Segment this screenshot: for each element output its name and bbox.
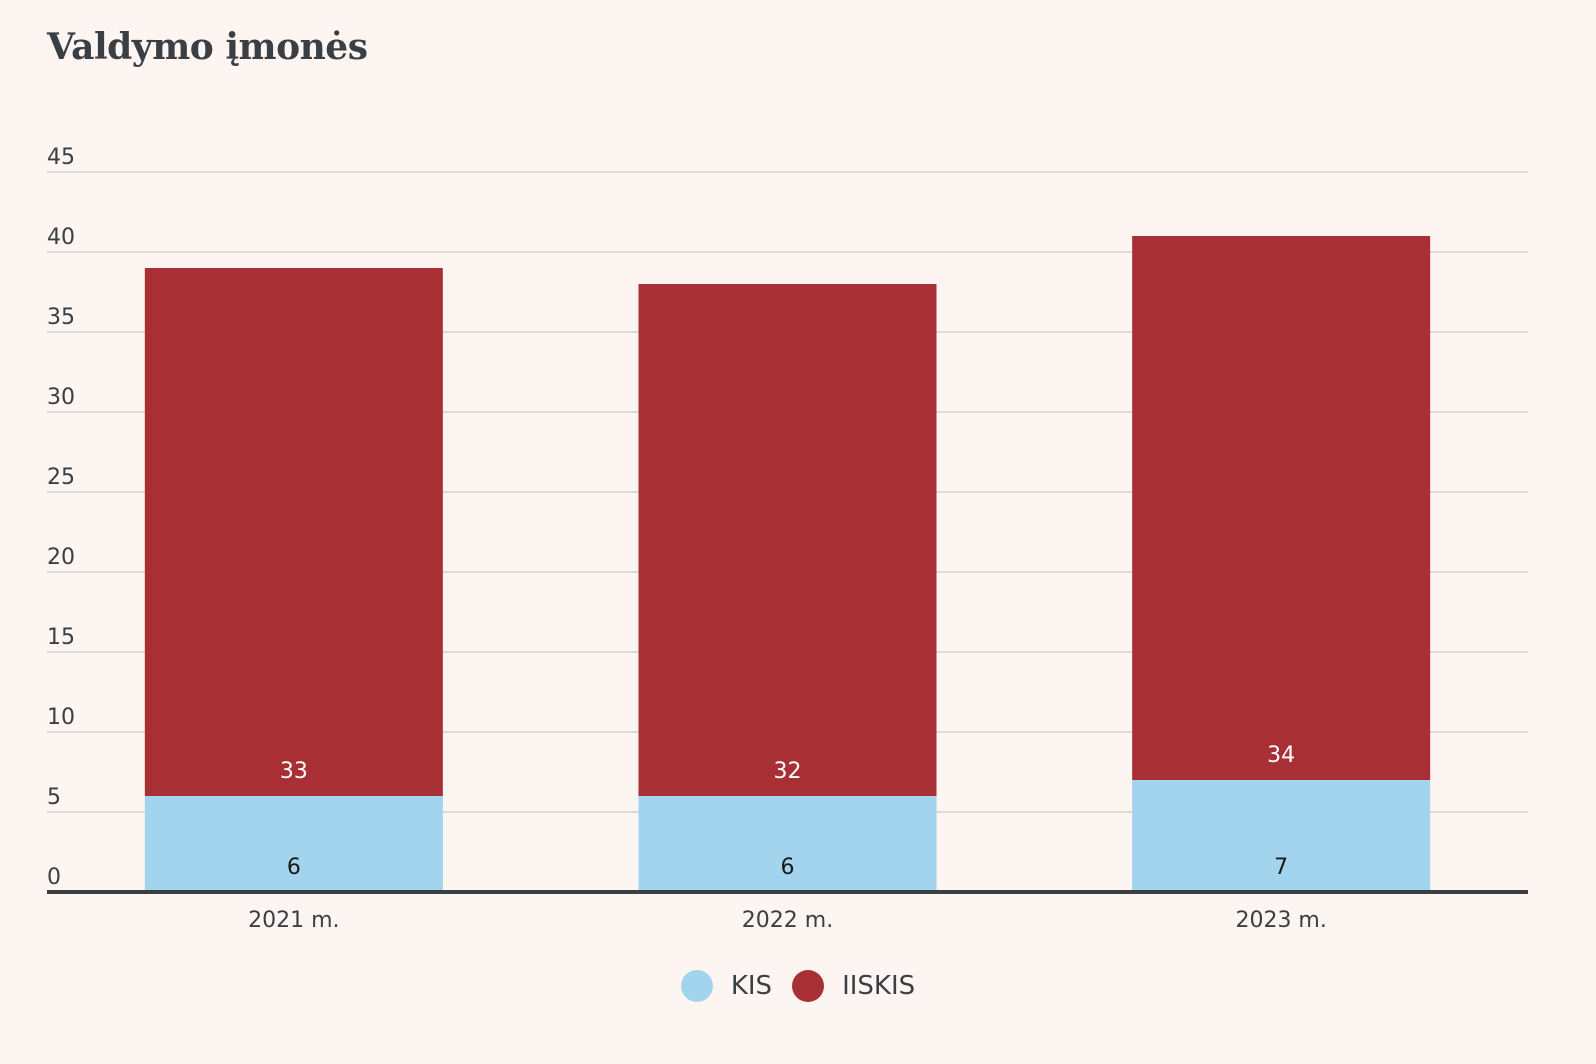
bar-kis-3	[1132, 780, 1431, 892]
data-label-iiskis: 32	[774, 759, 802, 784]
data-label-iiskis: 34	[1267, 743, 1295, 768]
y-tick-label: 0	[47, 865, 61, 890]
chart-legend: KIS IISKIS	[0, 970, 1596, 1002]
y-tick-label: 30	[47, 385, 75, 410]
y-tick-label: 5	[47, 785, 61, 810]
x-tick-label: 2023 m.	[1235, 908, 1326, 933]
legend-label-iiskis: IISKIS	[842, 971, 916, 1001]
legend-swatch-iiskis	[792, 970, 825, 1002]
legend-item-iiskis[interactable]: IISKIS	[792, 970, 915, 1002]
data-label-kis: 7	[1274, 855, 1288, 880]
legend-label-kis: KIS	[730, 971, 773, 1001]
x-tick-label: 2022 m.	[742, 908, 833, 933]
bar-kis-2	[638, 796, 937, 892]
chart-title: Valdymo įmonės	[47, 26, 368, 68]
data-label-iiskis: 33	[280, 759, 308, 784]
legend-swatch-kis	[680, 970, 713, 1002]
y-tick-label: 40	[47, 225, 75, 250]
bar-iiskis-3	[1132, 236, 1431, 780]
bar-iiskis-1	[144, 268, 443, 796]
legend-item-kis[interactable]: KIS	[680, 970, 773, 1002]
y-tick-label: 45	[47, 145, 75, 170]
bar-kis-1	[144, 796, 443, 892]
x-tick-label: 2021 m.	[248, 908, 339, 933]
y-tick-label: 10	[47, 705, 75, 730]
bar-iiskis-2	[638, 284, 937, 796]
y-tick-label: 20	[47, 545, 75, 570]
data-label-kis: 6	[781, 855, 795, 880]
data-label-kis: 6	[287, 855, 301, 880]
y-tick-label: 25	[47, 465, 75, 490]
y-tick-label: 35	[47, 305, 75, 330]
y-tick-label: 15	[47, 625, 75, 650]
